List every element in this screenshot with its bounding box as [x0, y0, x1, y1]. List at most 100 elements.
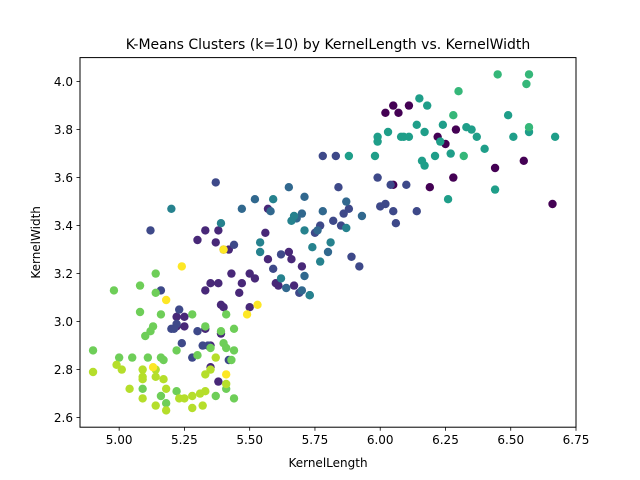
data-point — [227, 269, 236, 278]
y-tick-label: 3.4 — [54, 219, 73, 233]
data-point — [389, 101, 398, 110]
x-axis: 5.00 5.25 5.50 5.75 6.00 6.25 6.50 6.75 — [106, 427, 589, 447]
x-tick-label: 5.00 — [106, 433, 133, 447]
data-point — [180, 312, 189, 321]
y-axis-label: KernelWidth — [29, 206, 43, 279]
data-point — [229, 324, 239, 333]
data-point — [522, 79, 531, 89]
data-point — [229, 346, 239, 355]
y-tick-label: 2.8 — [54, 363, 73, 377]
data-point — [412, 207, 421, 216]
data-point — [151, 401, 160, 410]
data-point — [276, 274, 286, 283]
plot-frame — [79, 57, 577, 428]
data-point — [423, 101, 432, 110]
data-point — [135, 281, 145, 290]
data-point — [323, 247, 333, 257]
data-point — [467, 125, 476, 134]
data-point — [415, 94, 424, 103]
data-point — [417, 156, 427, 165]
data-point — [404, 101, 414, 110]
data-point — [138, 365, 147, 374]
data-point — [284, 247, 294, 257]
data-point — [493, 70, 502, 79]
data-point — [156, 310, 166, 319]
data-point — [138, 394, 147, 403]
data-point — [255, 238, 265, 247]
data-point — [211, 178, 220, 187]
data-point — [449, 173, 458, 182]
data-point — [88, 346, 98, 355]
data-point — [396, 132, 406, 141]
data-point — [443, 195, 453, 204]
x-tick-label: 5.75 — [302, 433, 329, 447]
data-point — [342, 197, 351, 206]
x-axis-label: KernelLength — [288, 456, 367, 470]
data-point — [206, 343, 215, 353]
data-point — [109, 286, 119, 295]
data-point — [344, 151, 354, 161]
data-point — [404, 132, 414, 141]
data-point — [274, 281, 283, 290]
data-point — [268, 264, 278, 273]
x-tick-label: 6.00 — [367, 433, 394, 447]
data-point — [188, 391, 197, 401]
data-point — [161, 295, 171, 305]
data-point — [167, 204, 176, 213]
data-point — [216, 219, 226, 228]
data-point — [305, 291, 314, 300]
data-point — [313, 226, 322, 235]
y-tick-label: 3.8 — [54, 123, 73, 137]
data-point — [347, 252, 356, 261]
x-tick-label: 5.50 — [236, 433, 263, 447]
data-point — [125, 384, 134, 393]
y-tick-label: 3.6 — [54, 171, 73, 185]
data-point — [117, 365, 126, 374]
data-point — [219, 303, 228, 312]
data-point — [430, 151, 440, 161]
data-point — [331, 151, 341, 161]
data-point — [357, 211, 367, 221]
y-axis: 2.6 2.8 3.0 3.2 3.4 3.6 3.8 4.0 — [54, 75, 80, 425]
data-point — [193, 351, 202, 360]
data-point — [151, 372, 160, 381]
data-point — [188, 403, 197, 413]
data-point — [289, 281, 299, 290]
chart-title: K-Means Clusters (k=10) by KernelLength … — [126, 37, 531, 53]
data-point — [300, 226, 309, 235]
data-point — [412, 120, 421, 129]
x-tick-label: 5.25 — [171, 433, 198, 447]
data-point — [229, 394, 239, 403]
data-point — [221, 343, 231, 353]
data-point — [253, 300, 262, 309]
data-point — [151, 288, 160, 297]
data-point — [201, 286, 210, 295]
data-point — [151, 269, 160, 278]
data-point — [206, 279, 215, 288]
data-point — [221, 370, 231, 379]
data-point — [250, 274, 260, 283]
data-point — [138, 375, 147, 384]
data-point — [268, 195, 278, 204]
data-point — [284, 183, 294, 192]
data-point — [242, 310, 252, 319]
data-point — [334, 183, 343, 192]
data-point — [472, 132, 481, 141]
data-point — [389, 207, 398, 216]
data-point — [449, 111, 458, 120]
data-point — [128, 353, 137, 362]
data-point — [201, 370, 210, 379]
data-point — [381, 199, 390, 209]
data-point — [297, 262, 307, 271]
data-point — [211, 391, 220, 401]
data-point — [548, 199, 557, 209]
data-point — [438, 120, 448, 129]
data-point — [266, 207, 275, 216]
data-point — [519, 156, 528, 165]
data-point — [146, 226, 155, 235]
data-point — [300, 271, 309, 281]
data-point — [198, 401, 207, 410]
data-point — [172, 346, 181, 355]
